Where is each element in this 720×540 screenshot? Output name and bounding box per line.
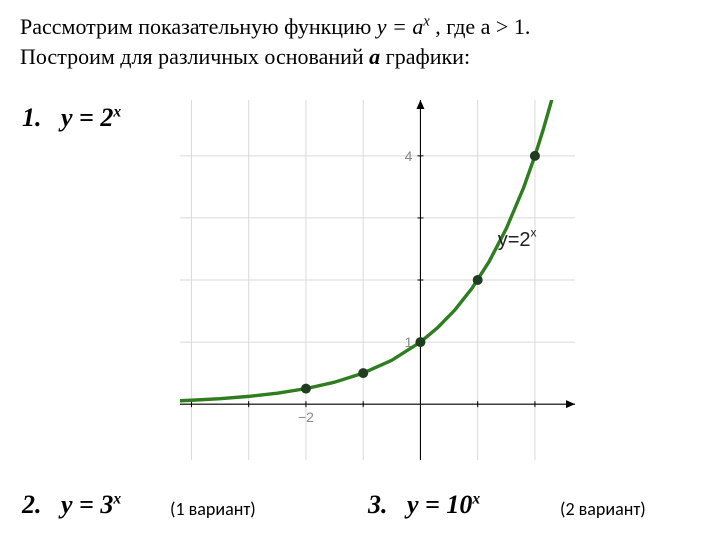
item-1-exp: x [113, 103, 121, 120]
intro-line2-prefix: Построим для различных оснований [20, 44, 369, 69]
item-2-exp: x [113, 490, 121, 507]
item-2: 2. y = 3x [22, 490, 121, 520]
item-2-num: 2. [22, 490, 42, 519]
svg-text:−2: −2 [298, 409, 314, 425]
item-3-note: (2 вариант) [560, 498, 646, 520]
intro-line1-prefix: Рассмотрим показательную функцию [20, 14, 377, 39]
item-3-num: 3. [368, 490, 388, 519]
intro-line2-a: a [369, 44, 380, 69]
chart-svg: −214y=2x [180, 100, 575, 460]
item-1: 1. y = 2x [22, 103, 121, 133]
item-2-note: (1 вариант) [170, 498, 256, 520]
intro-line2-suffix: графики: [380, 44, 470, 69]
intro-text: Рассмотрим показательную функцию y = ax … [20, 12, 700, 71]
item-3-exp: x [472, 490, 480, 507]
item-2-eq: y = 3 [61, 490, 113, 519]
svg-text:4: 4 [405, 148, 413, 164]
chart: −214y=2x [180, 100, 575, 460]
item-1-eq: y = 2 [61, 103, 113, 132]
item-3-eq: y = 10 [407, 490, 472, 519]
intro-line1-suffix: , где a > 1. [430, 14, 531, 39]
item-3: 3. y = 10x [368, 490, 480, 520]
intro-formula-lhs: y = a [377, 14, 424, 39]
item-1-num: 1. [22, 103, 42, 132]
